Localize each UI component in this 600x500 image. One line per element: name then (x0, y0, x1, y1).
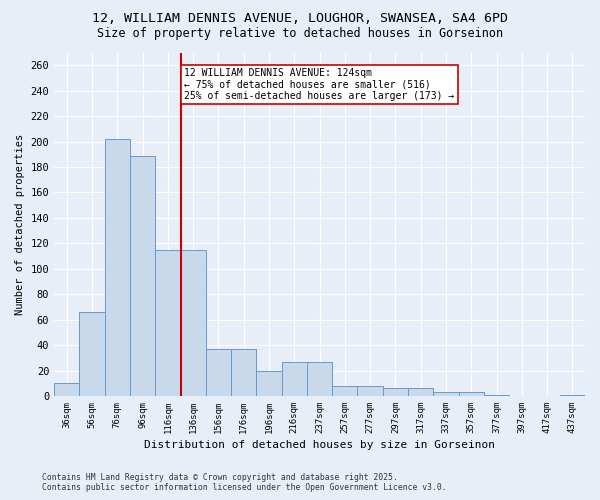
Bar (206, 349, 231, 396)
Bar (281, 362, 307, 396)
Bar (560, 394, 585, 396)
Bar (484, 394, 509, 396)
Bar (408, 388, 433, 396)
Bar (332, 386, 358, 396)
Bar (181, 250, 206, 396)
Bar (458, 392, 484, 396)
Bar (231, 349, 256, 396)
Bar (256, 370, 281, 396)
X-axis label: Distribution of detached houses by size in Gorseinon: Distribution of detached houses by size … (144, 440, 495, 450)
Text: 12, WILLIAM DENNIS AVENUE, LOUGHOR, SWANSEA, SA4 6PD: 12, WILLIAM DENNIS AVENUE, LOUGHOR, SWAN… (92, 12, 508, 26)
Bar (79, 312, 105, 396)
Bar (383, 388, 408, 396)
Bar (130, 156, 155, 396)
Text: 12 WILLIAM DENNIS AVENUE: 124sqm
← 75% of detached houses are smaller (516)
25% : 12 WILLIAM DENNIS AVENUE: 124sqm ← 75% o… (184, 68, 455, 101)
Bar (307, 362, 332, 396)
Bar (358, 386, 383, 396)
Bar (105, 139, 130, 396)
Bar (155, 250, 181, 396)
Y-axis label: Number of detached properties: Number of detached properties (15, 134, 25, 315)
Bar (433, 392, 458, 396)
Text: Contains HM Land Registry data © Crown copyright and database right 2025.
Contai: Contains HM Land Registry data © Crown c… (42, 473, 446, 492)
Bar (54, 383, 79, 396)
Text: Size of property relative to detached houses in Gorseinon: Size of property relative to detached ho… (97, 28, 503, 40)
